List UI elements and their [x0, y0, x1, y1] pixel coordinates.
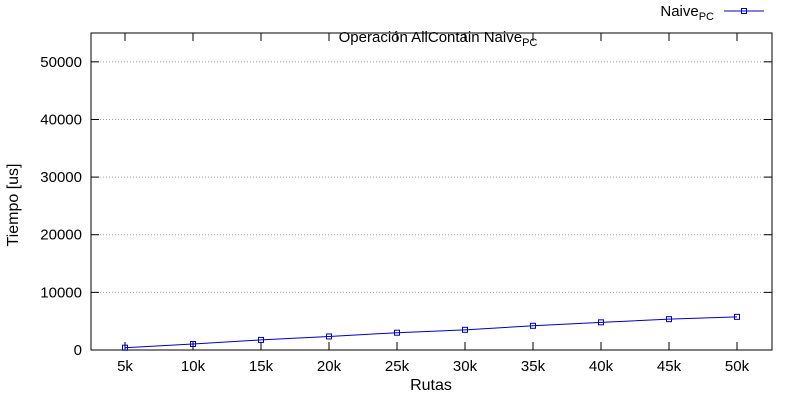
grid-lines [91, 61, 772, 293]
x-tick-label: 25k [385, 358, 410, 375]
data-point [734, 313, 740, 320]
y-tick-label: 30000 [40, 169, 82, 186]
plot-frame [90, 32, 773, 351]
data-point [122, 344, 128, 351]
y-tick-label: 0 [74, 342, 82, 359]
data-point [598, 319, 604, 326]
y-axis-title: Tiempo [us] [5, 164, 22, 247]
x-tick-label: 50k [725, 358, 750, 375]
chart-title: Operación AllContain NaivePC [339, 29, 538, 49]
legend-label: NaivePC [660, 3, 714, 23]
series-layer [122, 313, 740, 351]
x-tick-label: 45k [657, 358, 682, 375]
legend-marker [741, 8, 747, 14]
x-tick-label: 35k [521, 358, 546, 375]
x-tick-label: 5k [117, 358, 133, 375]
data-point [326, 333, 332, 340]
y-tick-label: 20000 [40, 227, 82, 244]
data-point [394, 329, 400, 336]
x-tick-labels: 5k 10k 15k 20k 25k 30k 35k 40k 45k 50k [117, 358, 750, 375]
x-tick-label: 40k [589, 358, 614, 375]
x-axis-title: Rutas [410, 377, 452, 394]
y-tick-label: 10000 [40, 284, 82, 301]
y-tick-label: 50000 [40, 54, 82, 71]
x-tick-label: 30k [453, 358, 478, 375]
axis-ticks [91, 33, 772, 351]
data-point [666, 316, 672, 323]
data-point [530, 322, 536, 329]
series-line [124, 316, 738, 349]
data-point [190, 340, 196, 347]
x-tick-label: 10k [181, 358, 206, 375]
x-tick-label: 15k [249, 358, 274, 375]
data-point [462, 326, 468, 333]
data-point [258, 336, 264, 343]
y-tick-label: 40000 [40, 111, 82, 128]
x-tick-label: 20k [317, 358, 342, 375]
legend: NaivePC [660, 3, 764, 23]
y-tick-labels: 0 10000 20000 30000 40000 50000 [40, 54, 82, 359]
